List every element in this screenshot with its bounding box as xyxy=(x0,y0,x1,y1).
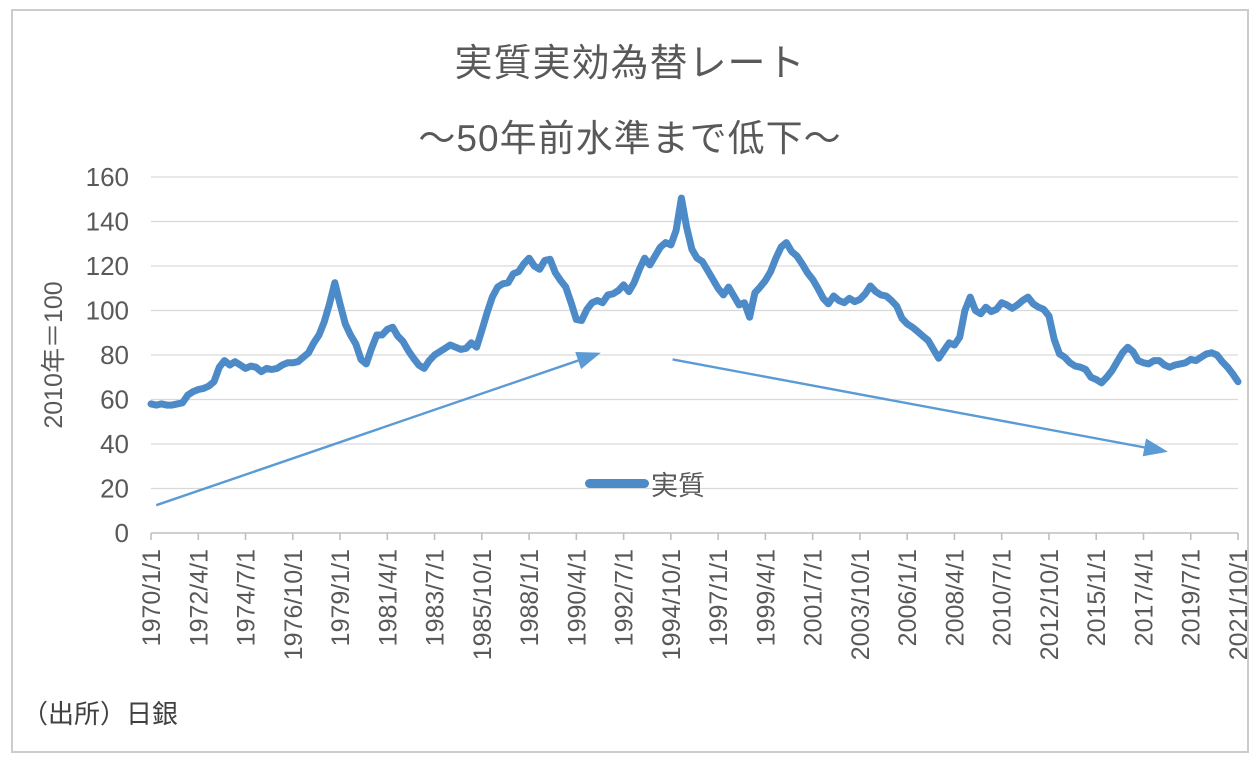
y-tick-label: 40 xyxy=(100,429,129,459)
falling-trend-arrow xyxy=(672,358,1145,449)
x-tick-label: 2001/7/1 xyxy=(800,549,828,646)
x-tick-label: 1970/1/1 xyxy=(138,549,166,646)
legend-label: 実質 xyxy=(651,471,705,501)
chart-border xyxy=(11,9,1249,753)
y-tick-label: 0 xyxy=(115,518,129,548)
y-tick-label: 60 xyxy=(100,385,129,415)
y-tick-label: 20 xyxy=(100,474,129,504)
x-tick-label: 2015/1/1 xyxy=(1083,549,1111,646)
x-tick-label: 1999/4/1 xyxy=(752,549,780,646)
x-tick-label: 1979/1/1 xyxy=(327,549,355,646)
x-tick-label: 1983/7/1 xyxy=(422,549,450,646)
legend: 実質 xyxy=(585,464,705,503)
y-axis-title: 2010年＝100 xyxy=(40,281,68,428)
rising-trend-arrow xyxy=(155,359,579,507)
x-tick-label: 2003/10/1 xyxy=(847,549,875,660)
chart-subtitle: 〜50年前水準まで低下〜 xyxy=(418,118,842,159)
y-tick-label: 140 xyxy=(86,207,129,237)
y-tick-label: 120 xyxy=(86,251,129,281)
x-tick-label: 1981/4/1 xyxy=(374,549,402,646)
series-line-real-effective-rate xyxy=(147,194,1242,409)
x-tick-label: 2021/10/1 xyxy=(1225,549,1253,660)
y-tick-label: 100 xyxy=(86,296,129,326)
x-tick-label: 1985/10/1 xyxy=(469,549,497,660)
legend-line-sample xyxy=(585,479,649,488)
source-note: （出所）日銀 xyxy=(22,699,179,729)
x-tick-label: 1988/1/1 xyxy=(516,549,544,646)
x-tick-label: 2019/7/1 xyxy=(1178,549,1206,646)
x-tick-label: 2006/1/1 xyxy=(894,549,922,646)
x-tick-label: 2012/10/1 xyxy=(1036,549,1064,660)
x-tick-label: 1990/4/1 xyxy=(563,549,591,646)
rising-trend-arrow-head xyxy=(575,352,601,370)
x-tick-label: 1974/7/1 xyxy=(233,549,261,646)
x-tick-label: 2010/7/1 xyxy=(989,549,1017,646)
x-tick-label: 1992/7/1 xyxy=(611,549,639,646)
y-tick-label: 80 xyxy=(100,340,129,370)
x-tick-label: 1972/4/1 xyxy=(185,549,213,646)
x-tick-label: 1997/1/1 xyxy=(705,549,733,646)
falling-trend-arrow-head xyxy=(1142,438,1168,457)
x-tick-label: 1976/10/1 xyxy=(280,549,308,660)
chart-title: 実質実効為替レート xyxy=(454,43,806,85)
x-tick-label: 2008/4/1 xyxy=(941,549,969,646)
y-tick-label: 160 xyxy=(86,162,129,192)
x-tick-label: 1994/10/1 xyxy=(658,549,686,660)
x-tick-label: 2017/4/1 xyxy=(1130,549,1158,646)
